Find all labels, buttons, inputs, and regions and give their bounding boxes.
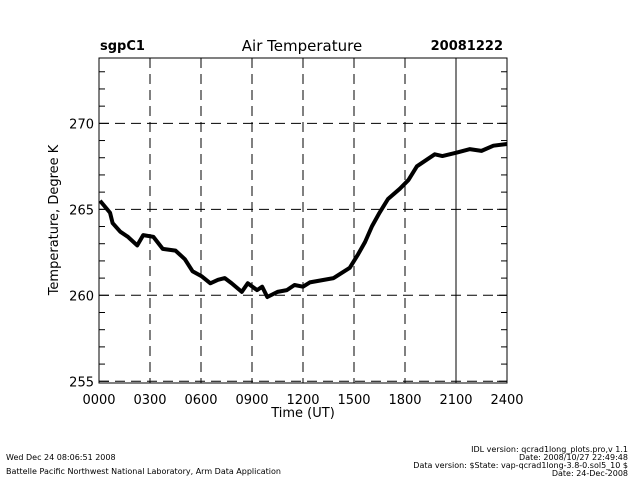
x-tick-label: 2400 [490,393,523,408]
footer-data-version: Data version: $State: vap-qcrad1long-3.8… [413,461,628,470]
grid [99,58,507,383]
plot-frame [98,57,508,384]
series-line-air-temperature [98,141,508,300]
y-tick-label: 260 [69,289,94,304]
site-label: sgpC1 [100,39,145,54]
footer-timestamp: Wed Dec 24 08:06:51 2008 [6,453,116,462]
footer-idl-date: Date: 2008/10/27 22:49:48 [519,453,628,462]
x-axis-label: Time (UT) [270,406,335,421]
x-tick-label: 1500 [337,393,370,408]
y-tick-label: 255 [69,375,94,390]
x-tick-label: 1200 [286,393,319,408]
ticks [99,71,507,382]
y-tick-label: 270 [69,117,94,132]
date-label: 20081222 [431,39,503,54]
x-tick-label: 0300 [133,393,166,408]
y-axis-label: Temperature, Degree K [47,144,62,296]
x-tick-label: 0000 [82,393,115,408]
x-tick-label: 0900 [235,393,268,408]
footer-lab: Battelle Pacific Northwest National Labo… [6,467,281,476]
x-tick-label: 1800 [388,393,421,408]
x-tick-label: 2100 [439,393,472,408]
x-tick-label: 0600 [184,393,217,408]
y-tick-label: 265 [69,203,94,218]
footer-data-date: Date: 24-Dec-2008 [552,469,628,478]
footer-idl-version: IDL version: qcrad1long_plots.pro,v 1.1 [471,445,628,454]
chart-title: Air Temperature [242,37,362,55]
